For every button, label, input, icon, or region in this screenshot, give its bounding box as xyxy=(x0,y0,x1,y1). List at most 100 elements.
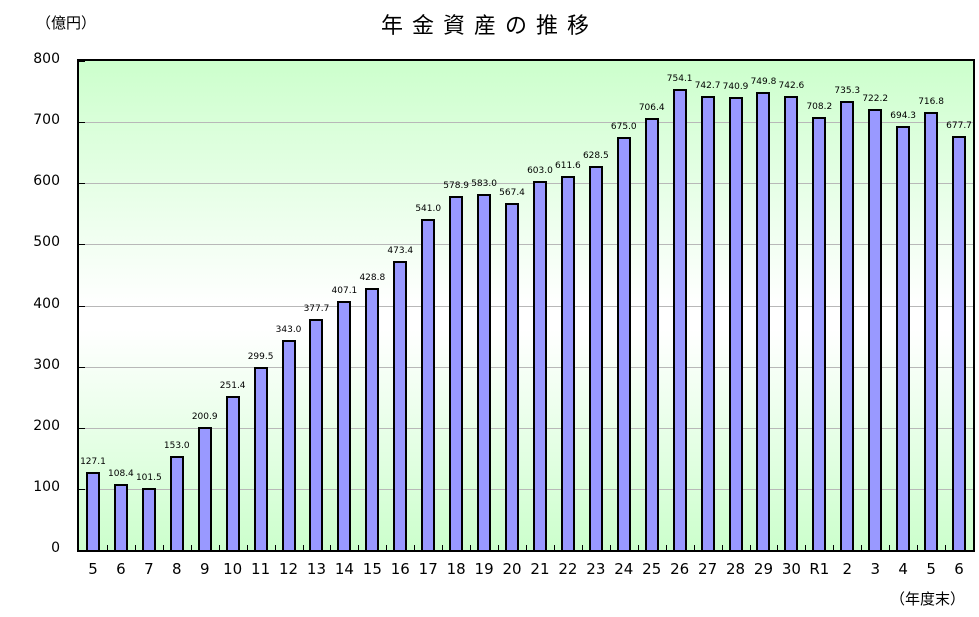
bar xyxy=(253,366,268,550)
x-tick xyxy=(553,545,555,550)
x-tick-label: 9 xyxy=(199,560,210,578)
x-tick-label: R1 xyxy=(809,560,830,578)
x-tick xyxy=(749,545,751,550)
x-tick-label: 8 xyxy=(172,560,182,578)
x-tick xyxy=(498,545,500,550)
x-tick xyxy=(693,545,695,550)
x-tick xyxy=(246,545,248,550)
y-tick-label: 500 xyxy=(33,234,60,251)
bar xyxy=(85,472,100,550)
bar-value-label: 628.5 xyxy=(582,150,609,161)
bar-value-label: 603.0 xyxy=(527,166,553,177)
gridline xyxy=(79,427,973,429)
x-tick xyxy=(665,545,667,550)
x-tick-label: 14 xyxy=(334,560,354,578)
bar-value-label: 108.4 xyxy=(108,468,134,479)
y-tick xyxy=(79,305,85,307)
bar xyxy=(672,89,687,550)
x-tick xyxy=(134,545,136,550)
x-tick xyxy=(302,545,304,550)
x-tick-label: 15 xyxy=(362,560,382,578)
bar-value-label: 677.7 xyxy=(946,120,972,131)
bar-value-label: 428.8 xyxy=(359,272,386,283)
bar xyxy=(812,117,827,550)
x-tick-label: 17 xyxy=(418,560,438,578)
x-tick xyxy=(190,545,192,550)
bar xyxy=(532,181,547,550)
bar xyxy=(868,108,883,550)
bar-value-label: 611.6 xyxy=(555,161,581,172)
y-tick xyxy=(79,122,85,124)
bar-value-label: 722.2 xyxy=(862,93,889,104)
x-tick-label: 3 xyxy=(870,560,880,578)
gridline xyxy=(79,183,973,185)
bar-value-label: 740.9 xyxy=(722,82,749,93)
bar xyxy=(784,96,799,550)
y-tick-label: 300 xyxy=(33,356,60,373)
x-tick-label: 16 xyxy=(390,560,410,578)
bar-value-label: 749.8 xyxy=(750,76,777,87)
bar-value-label: 251.4 xyxy=(219,381,246,392)
bar xyxy=(896,125,911,550)
x-tick xyxy=(917,545,919,550)
x-tick-label: 23 xyxy=(586,560,606,578)
gridline xyxy=(79,305,973,307)
bar-value-label: 716.8 xyxy=(918,96,944,107)
y-tick-label: 400 xyxy=(33,295,60,312)
x-tick-label: 13 xyxy=(306,560,327,578)
gridline xyxy=(79,244,973,246)
bar xyxy=(421,219,436,550)
x-tick-label: 12 xyxy=(278,560,299,578)
bar xyxy=(449,196,464,550)
y-tick-label: 800 xyxy=(33,51,60,67)
bar-value-label: 299.5 xyxy=(247,351,274,362)
x-tick-label: 19 xyxy=(474,560,494,578)
x-tick xyxy=(889,545,891,550)
x-axis-unit: （年度末） xyxy=(889,590,965,608)
y-tick xyxy=(79,183,85,185)
x-tick xyxy=(833,545,835,550)
bar xyxy=(225,396,240,550)
x-tick xyxy=(609,545,611,550)
bar xyxy=(113,483,128,550)
x-tick-label: 6 xyxy=(954,560,964,578)
bar xyxy=(393,260,408,550)
x-tick xyxy=(414,545,416,550)
bar-value-label: 706.4 xyxy=(638,103,665,114)
bar-value-label: 541.0 xyxy=(415,204,442,215)
y-tick-label: 200 xyxy=(33,417,60,434)
x-tick-label: 21 xyxy=(530,560,550,578)
x-tick-label: 25 xyxy=(642,560,662,578)
plot-area: 127.1 108.4 101.5 153.0 200.9 251.4 299.5 343.0… xyxy=(77,59,975,552)
x-tick-label: 10 xyxy=(223,560,243,578)
gridline xyxy=(79,488,973,490)
bar xyxy=(840,100,855,550)
x-tick-label: 6 xyxy=(116,560,126,578)
y-tick xyxy=(79,427,85,429)
x-tick-label: 5 xyxy=(926,560,936,578)
bar-value-label: 742.6 xyxy=(778,81,805,92)
gridline xyxy=(79,366,973,368)
x-tick-label: 20 xyxy=(502,560,522,578)
y-tick xyxy=(79,61,85,62)
bar-value-label: 578.9 xyxy=(443,181,470,192)
x-tick xyxy=(777,545,779,550)
x-tick-label: 29 xyxy=(753,560,774,578)
bar xyxy=(169,456,184,550)
x-tick-label: 28 xyxy=(725,560,746,578)
x-tick-label: 24 xyxy=(614,560,634,578)
x-tick-label: 26 xyxy=(670,560,690,578)
bar xyxy=(365,287,380,550)
x-tick xyxy=(526,545,527,550)
bar xyxy=(728,97,743,550)
y-tick-label: 0 xyxy=(51,540,60,556)
x-tick xyxy=(805,545,807,550)
x-tick-label: 11 xyxy=(251,560,271,578)
bar xyxy=(560,176,575,550)
bar xyxy=(281,340,296,550)
x-tick xyxy=(721,545,723,550)
x-tick xyxy=(442,545,444,550)
bar-value-label: 407.1 xyxy=(331,286,358,297)
bar xyxy=(309,319,324,550)
bar-value-label: 127.1 xyxy=(80,457,106,468)
